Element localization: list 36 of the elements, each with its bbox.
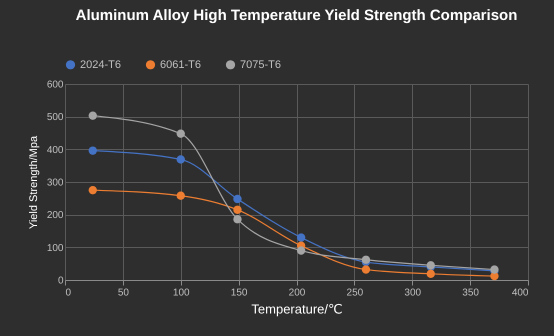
point	[362, 265, 370, 274]
point	[296, 233, 306, 242]
point	[88, 146, 97, 155]
y-tick-label: 500	[46, 112, 64, 124]
point	[88, 112, 97, 120]
y-tick-label: 200	[46, 210, 64, 222]
chart-title: Aluminum Alloy High Temperature Yield Strength Comparison	[76, 7, 518, 24]
y-axis-title: Yield Strength/Mpa	[28, 135, 40, 230]
point	[296, 246, 306, 255]
y-tick-label: 400	[46, 144, 64, 156]
point	[362, 256, 370, 264]
point	[176, 155, 185, 164]
x-tick-label: 250	[346, 288, 364, 298]
point	[176, 192, 185, 200]
y-tick-label: 100	[46, 242, 64, 254]
point	[426, 270, 435, 278]
legend-label: 6061-T6	[160, 58, 201, 71]
x-tick-label: 150	[230, 288, 248, 298]
x-tick-label: 350	[462, 288, 480, 298]
x-tick-label: 200	[288, 288, 306, 298]
x-tick-label: 100	[172, 288, 190, 298]
point	[233, 215, 242, 224]
point	[233, 206, 242, 214]
x-tick-label: 50	[118, 288, 130, 298]
x-axis-title: Temperature/℃	[251, 302, 343, 316]
y-tick-label: 300	[46, 178, 64, 188]
y-tick-label: 0	[58, 276, 64, 286]
x-tick-label: 400	[512, 288, 529, 298]
legend-label: 2024-T6	[80, 58, 121, 71]
legend-label: 7075-T6	[240, 58, 281, 71]
point	[233, 194, 242, 204]
point	[88, 186, 97, 194]
y-tick-label: 600	[46, 80, 64, 90]
x-tick-label: 300	[404, 288, 422, 298]
x-tick-label: 0	[66, 288, 72, 298]
point	[176, 129, 185, 138]
